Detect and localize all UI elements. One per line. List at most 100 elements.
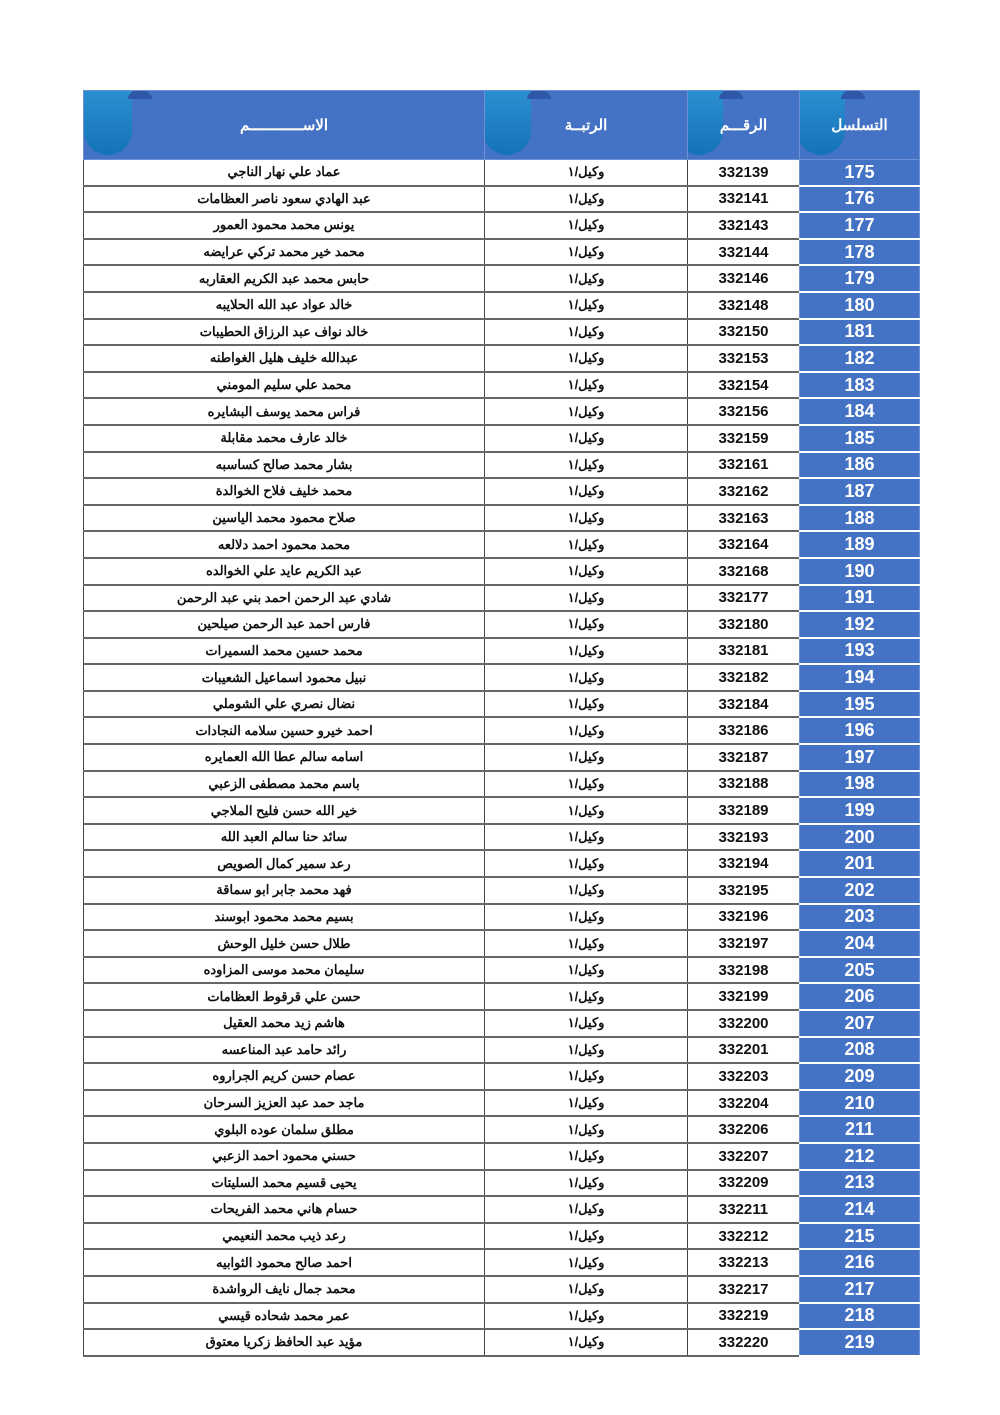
- serial-cell: 175: [799, 159, 920, 187]
- rank-cell: وكيل/١: [484, 690, 688, 719]
- table-row: 200 332193 وكيل/١ سائد حنا سالم العبد الله: [83, 823, 920, 852]
- number-cell: 332198: [687, 956, 800, 985]
- name-cell: سائد حنا سالم العبد الله: [83, 823, 485, 852]
- number-cell: 332220: [687, 1329, 800, 1357]
- number-cell: 332217: [687, 1275, 800, 1304]
- number-cell: 332196: [687, 903, 800, 932]
- number-cell: 332204: [687, 1089, 800, 1118]
- name-cell: فراس محمد يوسف البشايره: [83, 398, 485, 426]
- table-row: 204 332197 وكيل/١ طلال حسن خليل الوحش: [83, 930, 920, 958]
- name-cell: بشار محمد صالح كساسبه: [83, 451, 485, 480]
- table-row: 184 332156 وكيل/١ فراس محمد يوسف البشايره: [83, 398, 920, 426]
- rank-cell: وكيل/١: [484, 717, 688, 746]
- number-cell: 332177: [687, 584, 800, 613]
- name-cell: عبد الكريم عايد علي الخوالده: [83, 557, 485, 586]
- number-cell: 332153: [687, 345, 800, 373]
- name-cell: عماد علي نهار الناجي: [83, 159, 485, 187]
- serial-cell: 206: [799, 983, 920, 1011]
- number-cell: 332154: [687, 371, 800, 400]
- rank-cell: وكيل/١: [484, 637, 688, 666]
- name-cell: حسام هاني محمد الفريحات: [83, 1196, 485, 1224]
- number-cell: 332211: [687, 1196, 800, 1224]
- rank-cell: وكيل/١: [484, 1010, 688, 1038]
- serial-cell: 189: [799, 531, 920, 559]
- rank-cell: وكيل/١: [484, 584, 688, 613]
- name-cell: عصام حسن كريم الجراروه: [83, 1063, 485, 1091]
- table-row: 183 332154 وكيل/١ محمد علي سليم المومني: [83, 371, 920, 400]
- number-cell: 332182: [687, 664, 800, 692]
- serial-cell: 200: [799, 823, 920, 852]
- serial-cell: 212: [799, 1142, 920, 1171]
- rank-cell: وكيل/١: [484, 531, 688, 559]
- rank-cell: وكيل/١: [484, 744, 688, 772]
- number-cell: 332195: [687, 877, 800, 905]
- number-cell: 332203: [687, 1063, 800, 1091]
- table-row: 178 332144 وكيل/١ محمد خير محمد تركي عرايضه: [83, 238, 920, 267]
- name-cell: نضال نصري علي الشوملي: [83, 690, 485, 719]
- rank-cell: وكيل/١: [484, 1142, 688, 1171]
- rank-cell: وكيل/١: [484, 504, 688, 533]
- rank-cell: وكيل/١: [484, 398, 688, 426]
- name-cell: نبيل محمود اسماعيل الشعيبات: [83, 664, 485, 692]
- table-row: 208 332201 وكيل/١ رائد حامد عبد المناعسه: [83, 1036, 920, 1065]
- rank-cell: وكيل/١: [484, 770, 688, 799]
- serial-cell: 199: [799, 797, 920, 825]
- serial-cell: 176: [799, 185, 920, 214]
- table-row: 219 332220 وكيل/١ مؤيد عبد الحافظ زكريا معت…: [83, 1329, 920, 1357]
- number-cell: 332193: [687, 823, 800, 852]
- rank-cell: وكيل/١: [484, 318, 688, 347]
- serial-cell: 194: [799, 664, 920, 692]
- serial-cell: 201: [799, 850, 920, 879]
- serial-cell: 203: [799, 903, 920, 932]
- serial-cell: 211: [799, 1116, 920, 1144]
- name-cell: ماجد حمد عبد العزيز السرحان: [83, 1089, 485, 1118]
- table-row: 182 332153 وكيل/١ عبدالله خليف هليل الغواطن…: [83, 345, 920, 373]
- serial-cell: 207: [799, 1010, 920, 1038]
- table-row: 217 332217 وكيل/١ محمد جمال نايف الرواشدة: [83, 1275, 920, 1304]
- number-cell: 332163: [687, 504, 800, 533]
- serial-cell: 193: [799, 637, 920, 666]
- number-cell: 332164: [687, 531, 800, 559]
- serial-cell: 214: [799, 1196, 920, 1224]
- rank-cell: وكيل/١: [484, 265, 688, 293]
- name-cell: مطلق سلمان عوده البلوي: [83, 1116, 485, 1144]
- number-cell: 332209: [687, 1169, 800, 1198]
- number-cell: 332141: [687, 185, 800, 214]
- number-cell: 332156: [687, 398, 800, 426]
- number-cell: 332159: [687, 424, 800, 453]
- serial-cell: 188: [799, 504, 920, 533]
- number-cell: 332207: [687, 1142, 800, 1171]
- rank-cell: وكيل/١: [484, 212, 688, 240]
- serial-cell: 219: [799, 1329, 920, 1357]
- rank-cell: وكيل/١: [484, 850, 688, 879]
- table-header: التسلسل الرقـــم الرتبــة الاســــــــــ…: [83, 90, 920, 160]
- rank-cell: وكيل/١: [484, 1249, 688, 1277]
- name-cell: حابس محمد عبد الكريم العقاربه: [83, 265, 485, 293]
- number-cell: 332212: [687, 1222, 800, 1251]
- table-row: 180 332148 وكيل/١ خالد عواد عبد الله الحلاي…: [83, 291, 920, 320]
- table-row: 190 332168 وكيل/١ عبد الكريم عايد علي الخوا…: [83, 557, 920, 586]
- serial-cell: 184: [799, 398, 920, 426]
- number-cell: 332150: [687, 318, 800, 347]
- table-row: 202 332195 وكيل/١ فهد محمد جابر ابو سماقة: [83, 877, 920, 905]
- table-row: 201 332194 وكيل/١ رعد سمير كمال الصويص: [83, 850, 920, 879]
- table-row: 191 332177 وكيل/١ شادي عبد الرحمن احمد بني …: [83, 584, 920, 613]
- table-row: 189 332164 وكيل/١ محمد محمود احمد دلالعه: [83, 531, 920, 559]
- rank-cell: وكيل/١: [484, 238, 688, 267]
- rank-cell: وكيل/١: [484, 797, 688, 825]
- serial-cell: 185: [799, 424, 920, 453]
- rank-cell: وكيل/١: [484, 611, 688, 639]
- rank-cell: وكيل/١: [484, 664, 688, 692]
- name-cell: رعد ذيب محمد النعيمي: [83, 1222, 485, 1251]
- rank-cell: وكيل/١: [484, 823, 688, 852]
- serial-cell: 197: [799, 744, 920, 772]
- table-row: 213 332209 وكيل/١ يحيى قسيم محمد السليتات: [83, 1169, 920, 1198]
- serial-cell: 202: [799, 877, 920, 905]
- number-cell: 332162: [687, 478, 800, 506]
- rank-cell: وكيل/١: [484, 1169, 688, 1198]
- serial-cell: 198: [799, 770, 920, 799]
- rank-cell: وكيل/١: [484, 1089, 688, 1118]
- name-cell: صلاح محمود محمد الياسين: [83, 504, 485, 533]
- table-row: 205 332198 وكيل/١ سليمان محمد موسى المزاوده: [83, 956, 920, 985]
- rank-cell: وكيل/١: [484, 1329, 688, 1357]
